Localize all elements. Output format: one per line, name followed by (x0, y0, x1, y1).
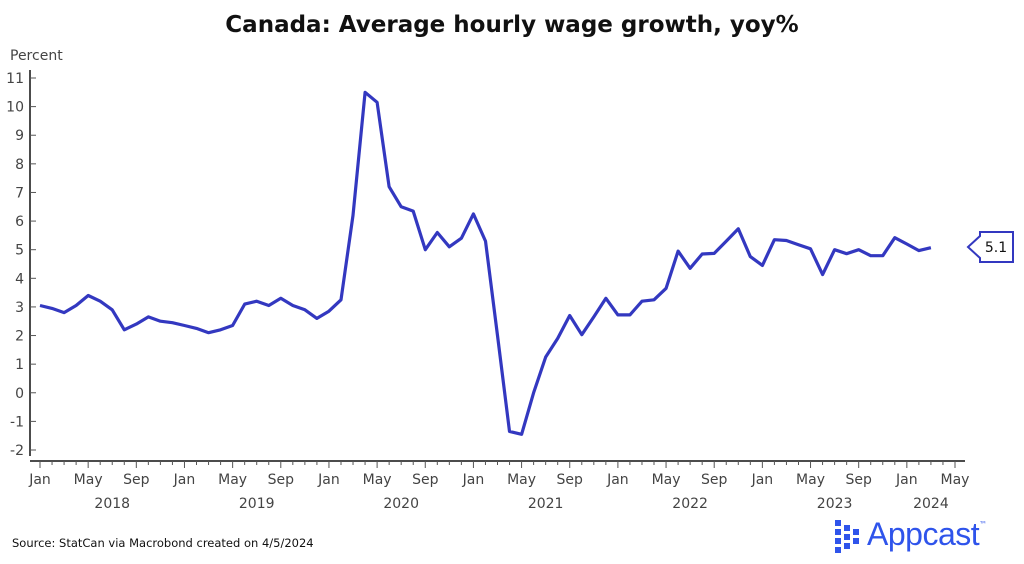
x-tick-label: Jan (462, 472, 485, 488)
x-tick-label: May (363, 472, 392, 488)
y-tick-label: 2 (15, 329, 24, 345)
x-tick-label: May (796, 472, 825, 488)
logo-text: Appcast (867, 516, 980, 552)
x-tick-label: Sep (412, 472, 439, 488)
series-layer (39, 90, 932, 436)
x-tick-label: Jan (895, 472, 918, 488)
y-tick-label: 7 (15, 185, 24, 201)
source-note: Source: StatCan via Macrobond created on… (12, 536, 314, 550)
x-tick-label: Sep (701, 472, 728, 488)
chart-title: Canada: Average hourly wage growth, yoy% (225, 12, 799, 38)
y-tick-label: 4 (15, 271, 24, 287)
y-tick-label: 5 (15, 243, 24, 259)
x-tick-label: May (941, 472, 970, 488)
last-value-label: 5.1 (985, 240, 1007, 256)
year-label: 2020 (383, 496, 419, 512)
x-tick-label: Sep (268, 472, 295, 488)
x-tick-label: Jan (751, 472, 774, 488)
y-tick-label: -2 (10, 443, 24, 459)
x-tick-label: Jan (173, 472, 196, 488)
x-tick-label: Sep (845, 472, 872, 488)
year-label: 2018 (94, 496, 130, 512)
x-tick-label: Jan (28, 472, 51, 488)
x-tick-label: Jan (317, 472, 340, 488)
y-axis: -2 -1 0 1 2 3 4 5 6 7 8 9 10 11 (6, 70, 36, 459)
x-axis: Jan May Sep Jan May Sep Jan May Sep Jan May Sep Jan M… (28, 460, 970, 512)
x-tick-label: May (218, 472, 247, 488)
last-value-callout: 5.1 (966, 231, 1014, 263)
y-tick-label: 6 (15, 214, 24, 230)
y-tick-label: 1 (15, 357, 24, 373)
y-tick-label: 3 (15, 300, 24, 316)
y-tick-label: 10 (6, 100, 24, 116)
x-tick-label: May (507, 472, 536, 488)
y-tick-label: 9 (15, 128, 24, 144)
year-label: 2019 (239, 496, 275, 512)
callout-box (966, 231, 1014, 263)
y-axis-label: Percent (10, 48, 63, 64)
line-chart: Percent -2 -1 0 1 2 3 4 5 6 7 8 9 10 11 Jan May Sep Jan M… (6, 48, 1014, 512)
x-tick-label: May (652, 472, 681, 488)
year-label: 2023 (817, 496, 853, 512)
logo-trademark: ™ (979, 520, 988, 529)
year-label: 2021 (528, 496, 564, 512)
y-tick-label: 0 (15, 386, 24, 402)
series-line (39, 90, 932, 436)
x-tick-label: Sep (557, 472, 584, 488)
appcast-logo: Appcast ™ (833, 516, 987, 553)
x-tick-label: May (74, 472, 103, 488)
appcast-logo-icon (835, 519, 859, 553)
y-tick-label: -1 (10, 414, 24, 430)
x-tick-label: Sep (123, 472, 150, 488)
y-tick-label: 8 (15, 157, 24, 173)
year-label: 2022 (672, 496, 708, 512)
x-tick-label: Jan (606, 472, 629, 488)
year-label: 2024 (913, 496, 949, 512)
y-tick-label: 11 (6, 71, 24, 87)
